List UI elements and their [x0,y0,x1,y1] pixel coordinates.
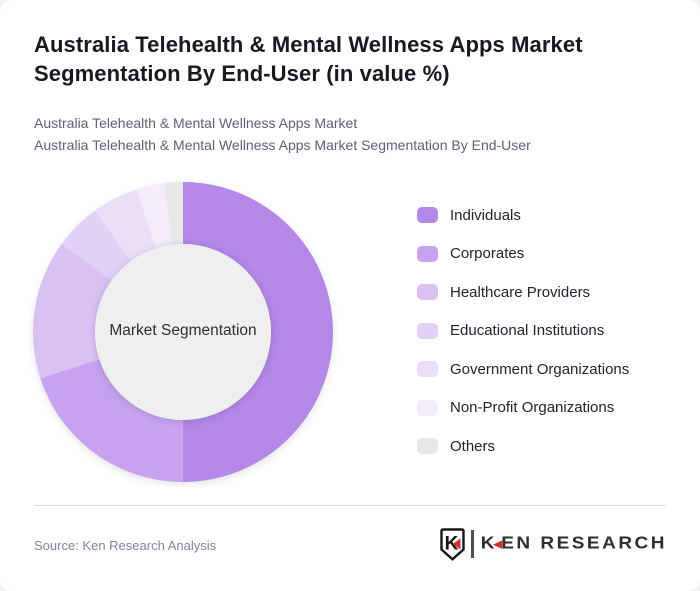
chart-subtitle: Australia Telehealth & Mental Wellness A… [34,112,674,156]
legend-swatch-icon [417,322,438,339]
logo-divider-bar [470,530,474,558]
donut-slice-corporates[interactable] [40,359,184,482]
source-text: Source: Ken Research Analysis [34,538,217,553]
donut-center-circle [95,244,271,420]
subtitle-line-2: Australia Telehealth & Mental Wellness A… [34,137,531,153]
legend-swatch-icon [417,361,438,377]
legend-label: Government Organizations [450,360,630,378]
svg-text:K: K [444,533,458,554]
legend-item-healthcare-providers[interactable]: Healthcare Providers [417,283,629,301]
legend-item-others[interactable]: Others [417,437,629,455]
footer-divider [34,505,666,506]
chart-title: Australia Telehealth & Mental Wellness A… [34,32,583,86]
donut-center-label: Market Segmentation [109,322,257,339]
donut-slice-others[interactable] [164,182,183,245]
legend-item-non-profit-organizations[interactable]: Non-Profit Organizations [417,399,629,416]
subtitle-line-1: Australia Telehealth & Mental Wellness A… [34,115,358,131]
legend-label: Individuals [450,206,521,224]
donut-slice-non-profit-organizations[interactable] [136,183,172,249]
donut-slice-government-organizations[interactable] [94,189,156,261]
legend-swatch-icon [417,207,438,223]
donut-slices [32,182,333,482]
donut-slice-educational-institutions[interactable] [61,210,132,281]
legend-item-corporates[interactable]: Corporates [417,245,629,262]
ken-research-logo: K K◀EN RESEARCH [440,527,667,561]
legend-swatch-icon [417,438,438,454]
legend-label: Corporates [450,245,525,262]
legend-swatch-icon [417,399,438,416]
legend-item-individuals[interactable]: Individuals [417,206,629,224]
red-arrow-icon: ◀ [492,537,503,551]
brand-rest: EN RESEARCH [501,533,667,554]
donut-chart-svg [32,182,333,482]
logo-shield-icon: K [440,527,465,561]
donut-slice-healthcare-providers[interactable] [32,243,112,379]
legend-swatch-icon [417,245,438,262]
legend-label: Non-Profit Organizations [450,399,615,416]
legend-label: Educational Institutions [450,322,605,339]
legend-item-government-organizations[interactable]: Government Organizations [417,360,630,378]
chart-legend: Individuals Corporates Healthcare Provider… [417,207,629,477]
legend-swatch-icon [417,284,438,300]
legend-label: Others [450,437,496,455]
brand-first-letter: K [480,533,497,554]
donut-slice-individuals[interactable] [183,182,333,482]
logo-brand-text: K◀EN RESEARCH [481,534,667,554]
legend-label: Healthcare Providers [450,283,591,301]
legend-item-educational-institutions[interactable]: Educational Institutions [417,322,629,339]
